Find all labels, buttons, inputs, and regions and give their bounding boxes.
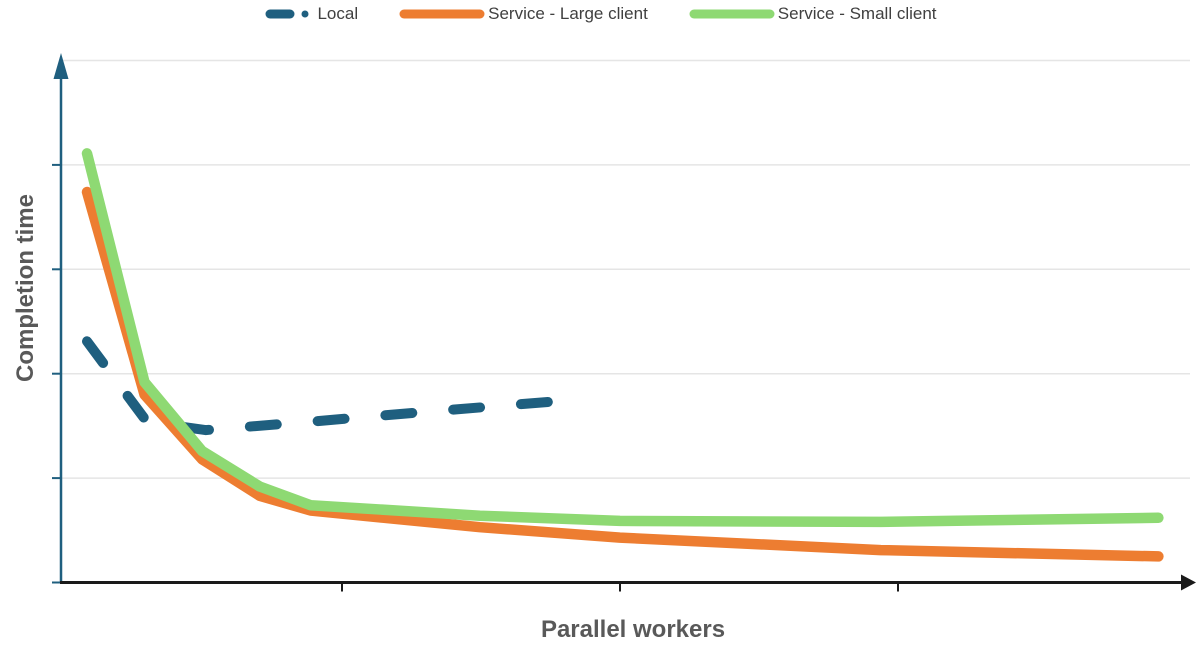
x-axis-title: Parallel workers bbox=[540, 616, 726, 643]
y-axis-title: Completion time bbox=[12, 193, 39, 383]
series-line-service-large-client bbox=[81, 186, 1164, 562]
legend-item-service-small-client: Service - Small client bbox=[688, 4, 937, 24]
x-axis-arrow-icon bbox=[1181, 574, 1196, 591]
series-line-service-small-client bbox=[81, 148, 1164, 528]
legend-marker-solid-line-icon bbox=[689, 9, 775, 19]
y-axis-arrow-icon bbox=[53, 53, 69, 79]
legend-label: Local bbox=[317, 4, 359, 23]
legend-label: Service - Large client bbox=[488, 4, 648, 23]
chart-legend: Local Service - Large client Service - S… bbox=[0, 4, 1200, 24]
series-line-local bbox=[82, 336, 568, 436]
legend-item-local: Local bbox=[263, 4, 358, 24]
legend-marker-dashed-line-icon bbox=[265, 9, 309, 19]
legend-item-service-large-client: Service - Large client bbox=[398, 4, 648, 24]
legend-marker-solid-line-icon bbox=[399, 9, 485, 19]
legend-label: Service - Small client bbox=[777, 4, 937, 23]
